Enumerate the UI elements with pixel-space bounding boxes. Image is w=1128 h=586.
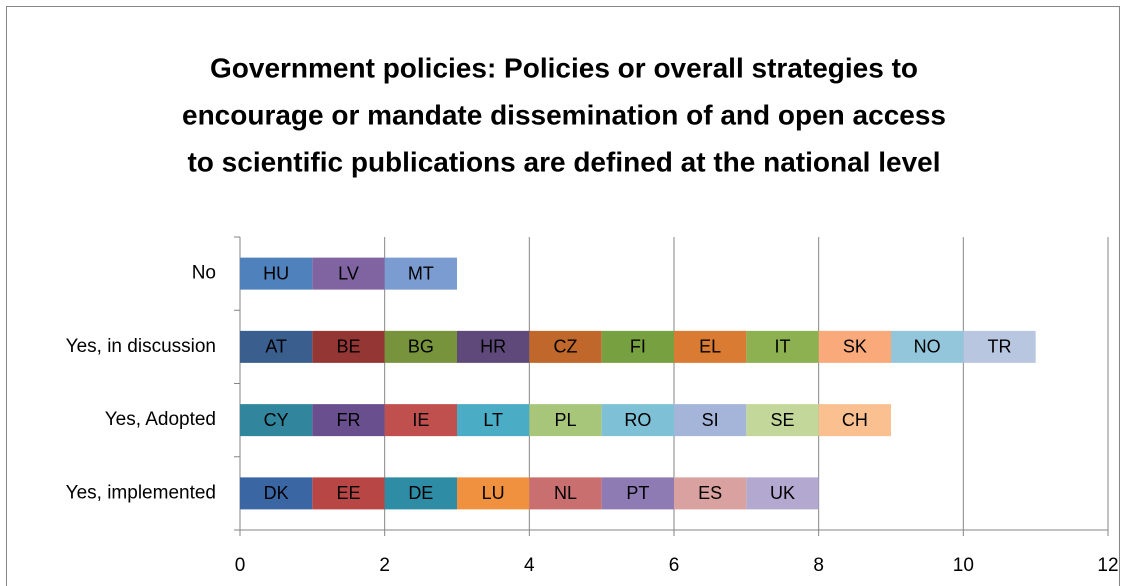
bar-segment [601, 404, 674, 437]
segment-label: LU [482, 483, 505, 503]
segment-label: BG [408, 337, 434, 357]
segment-label: IE [412, 410, 429, 430]
x-tick-label: 12 [1097, 555, 1118, 576]
chart-title: encourage or mandate dissemination of an… [182, 99, 946, 130]
segment-label: AT [265, 337, 287, 357]
bar-segment [746, 477, 819, 510]
segment-label: CZ [554, 337, 578, 357]
bar-segment [674, 477, 747, 510]
bar-segment [891, 330, 964, 363]
bar-segment [674, 330, 747, 363]
segment-label: PT [626, 483, 649, 503]
bar-segment [384, 477, 457, 510]
bar-segment [457, 477, 530, 510]
segment-label: MT [408, 263, 434, 283]
x-tick-label: 6 [669, 555, 680, 576]
segment-label: UK [770, 483, 795, 503]
bar-segment [746, 404, 819, 437]
segment-label: NO [914, 337, 941, 357]
y-tick-label: Yes, Adopted [105, 409, 216, 430]
x-tick-label: 4 [524, 555, 535, 576]
segment-label: FR [337, 410, 361, 430]
bar-segment [312, 257, 385, 290]
segment-label: SE [770, 410, 794, 430]
segment-label: ES [698, 483, 722, 503]
bar-segment [457, 404, 530, 437]
chart-title: Government policies: Policies or overall… [210, 52, 918, 83]
segment-label: PL [554, 410, 576, 430]
segment-label: FI [630, 337, 646, 357]
segment-label: SI [702, 410, 719, 430]
segment-label: TR [988, 337, 1012, 357]
bar-segment [674, 404, 747, 437]
bar-segment [240, 330, 313, 363]
segment-label: BE [336, 337, 360, 357]
bar-segment [529, 477, 602, 510]
bar-segment [818, 404, 891, 437]
bar-segment [529, 330, 602, 363]
segment-label: CH [842, 410, 868, 430]
segment-label: SK [843, 337, 867, 357]
bar-segment [746, 330, 819, 363]
bar-segment [818, 330, 891, 363]
segment-label: DK [264, 483, 289, 503]
x-tick-label: 0 [235, 555, 246, 576]
segment-label: HU [263, 263, 289, 283]
segment-label: RO [624, 410, 651, 430]
segment-label: CY [264, 410, 289, 430]
y-tick-label: No [192, 263, 216, 284]
y-tick-label: Yes, in discussion [66, 336, 216, 357]
x-tick-label: 8 [813, 555, 824, 576]
segment-label: EE [336, 483, 360, 503]
bar-segment [601, 330, 674, 363]
bar-segment [457, 330, 530, 363]
segment-label: IT [775, 337, 791, 357]
bar-segment [240, 404, 313, 437]
segment-label: LV [338, 263, 359, 283]
x-tick-label: 2 [379, 555, 390, 576]
bar-segment [601, 477, 674, 510]
bar-segment [384, 330, 457, 363]
x-tick-label: 10 [953, 555, 974, 576]
bar-segment [312, 330, 385, 363]
bar-segment [312, 404, 385, 437]
bar-segment [384, 404, 457, 437]
segment-label: LT [483, 410, 503, 430]
bar-segment [529, 404, 602, 437]
segment-label: EL [699, 337, 721, 357]
chart-title: to scientific publications are defined a… [187, 146, 940, 177]
segment-label: NL [554, 483, 577, 503]
bar-segment [240, 477, 313, 510]
y-tick-label: Yes, implemented [66, 482, 216, 503]
bar-segment [384, 257, 457, 290]
bar-segment [312, 477, 385, 510]
segment-label: HR [480, 337, 506, 357]
bar-segment [240, 257, 313, 290]
segment-label: DE [408, 483, 433, 503]
bar-segment [963, 330, 1036, 363]
